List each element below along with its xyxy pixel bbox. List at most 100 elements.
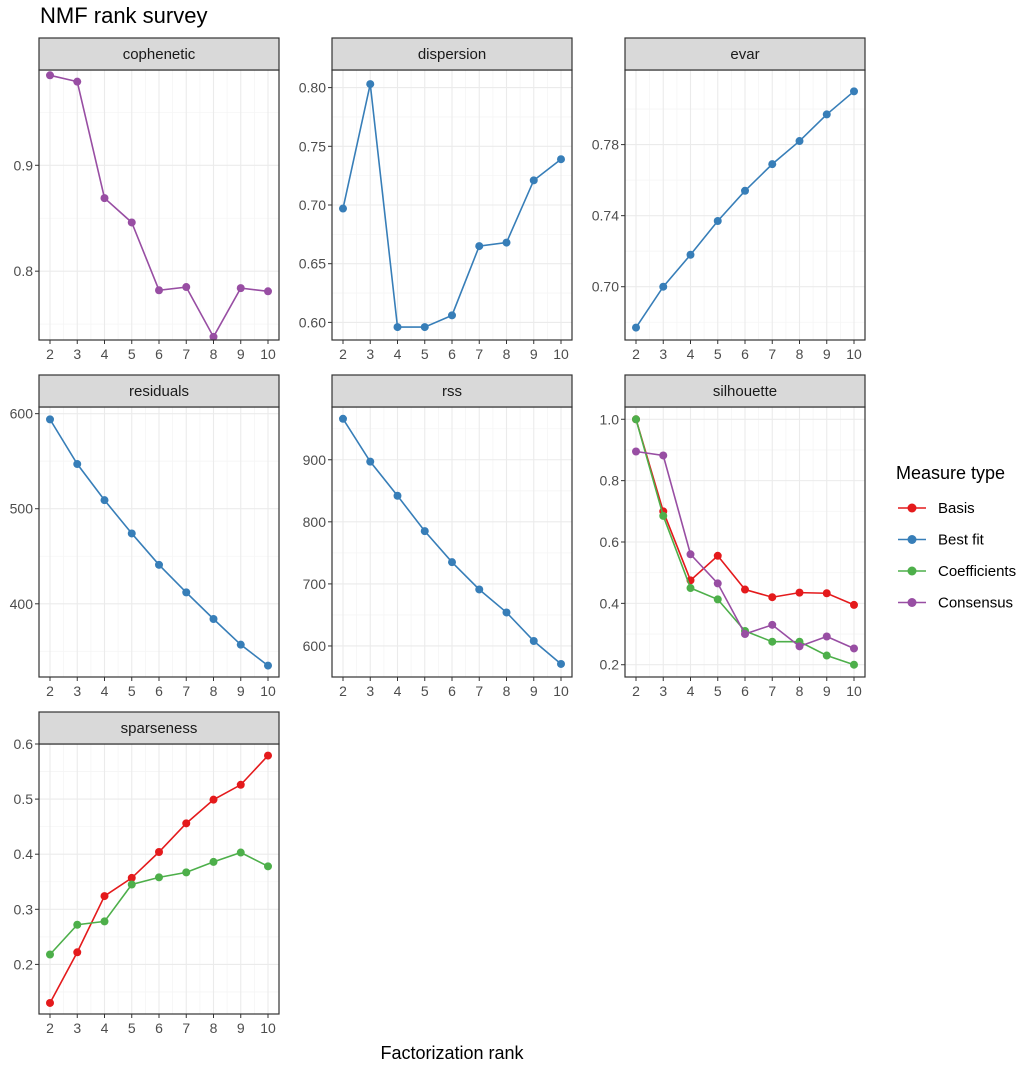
data-point-best-fit xyxy=(557,155,565,164)
y-tick-label: 0.2 xyxy=(600,657,620,673)
data-point-best-fit xyxy=(768,160,777,169)
facet-strip-label: evar xyxy=(730,46,759,63)
x-tick-label: 8 xyxy=(210,346,218,362)
data-point-best-fit xyxy=(366,457,375,466)
x-tick-label: 7 xyxy=(475,683,483,699)
data-point-best-fit xyxy=(475,585,484,594)
y-tick-label: 800 xyxy=(303,514,327,530)
x-tick-label: 8 xyxy=(210,1020,218,1036)
data-point-coefficients xyxy=(850,660,858,669)
facet-evar: evar 2 3 4 5 6 7 8 9 10 0.70 0.74 0.78 xyxy=(592,37,866,362)
data-point-best-fit xyxy=(795,137,804,146)
data-point-consensus xyxy=(264,287,272,296)
x-tick-label: 3 xyxy=(73,1020,81,1036)
x-tick-label: 7 xyxy=(182,346,190,362)
data-point-best-fit xyxy=(475,242,484,251)
data-point-best-fit xyxy=(155,560,163,569)
x-tick-label: 5 xyxy=(714,346,722,362)
x-tick-label: 2 xyxy=(632,346,640,362)
legend-key-point xyxy=(907,598,917,607)
data-point-best-fit xyxy=(632,323,640,332)
x-tick-label: 4 xyxy=(101,683,109,699)
x-tick-label: 3 xyxy=(73,683,81,699)
data-point-basis xyxy=(100,892,109,901)
x-tick-label: 4 xyxy=(687,683,695,699)
x-tick-label: 8 xyxy=(796,346,804,362)
x-tick-label: 10 xyxy=(846,346,862,362)
data-point-coefficients xyxy=(686,584,695,593)
data-point-consensus xyxy=(795,642,804,651)
data-point-best-fit xyxy=(182,588,191,597)
x-tick-label: 10 xyxy=(553,683,569,699)
x-tick-label: 7 xyxy=(768,683,776,699)
legend-item-label: Coefficients xyxy=(938,563,1016,580)
x-tick-label: 8 xyxy=(503,683,511,699)
y-tick-label: 0.8 xyxy=(14,263,34,279)
facet-strip xyxy=(624,37,866,71)
data-point-basis xyxy=(741,585,749,594)
x-tick-label: 7 xyxy=(182,1020,190,1036)
y-tick-label: 0.3 xyxy=(14,901,34,917)
legend-item: Consensus xyxy=(898,595,1013,612)
y-tick-label: 0.78 xyxy=(592,137,619,153)
facet-strip-label: cophenetic xyxy=(123,46,196,63)
data-point-best-fit xyxy=(448,558,456,567)
data-point-coefficients xyxy=(127,880,136,889)
x-tick-label: 7 xyxy=(768,346,776,362)
y-tick-label: 0.4 xyxy=(600,595,620,611)
data-point-consensus xyxy=(46,71,54,80)
data-point-best-fit xyxy=(741,186,749,195)
data-point-coefficients xyxy=(209,857,218,866)
y-tick-label: 0.6 xyxy=(14,736,34,752)
x-tick-label: 8 xyxy=(210,683,218,699)
x-axis-label: Factorization rank xyxy=(380,1043,524,1063)
legend-title: Measure type xyxy=(896,463,1005,483)
data-point-coefficients xyxy=(713,595,722,604)
y-tick-label: 600 xyxy=(10,406,34,422)
facet-sparseness: sparseness 2 3 4 5 6 7 8 9 10 0.2 0.3 0.4 0.5 0.6 xyxy=(14,711,280,1036)
data-point-best-fit xyxy=(850,87,858,96)
y-tick-label: 0.5 xyxy=(14,791,34,807)
x-tick-label: 10 xyxy=(846,683,862,699)
data-point-best-fit xyxy=(127,529,136,538)
x-tick-label: 5 xyxy=(714,683,722,699)
x-tick-label: 2 xyxy=(46,1020,54,1036)
data-point-best-fit xyxy=(100,496,109,505)
x-tick-label: 5 xyxy=(421,346,429,362)
y-tick-label: 0.2 xyxy=(14,956,34,972)
data-point-consensus xyxy=(73,77,82,86)
data-point-basis xyxy=(236,780,245,789)
data-point-best-fit xyxy=(502,608,511,617)
x-tick-label: 10 xyxy=(260,1020,276,1036)
data-point-consensus xyxy=(632,447,640,456)
data-point-best-fit xyxy=(686,250,695,259)
data-point-coefficients xyxy=(632,415,640,424)
x-tick-label: 4 xyxy=(101,1020,109,1036)
facet-strip xyxy=(331,374,573,408)
data-point-basis xyxy=(46,998,54,1007)
x-tick-label: 9 xyxy=(530,346,538,362)
data-point-best-fit xyxy=(448,311,456,320)
y-tick-label: 0.60 xyxy=(299,314,326,330)
legend-item-label: Basis xyxy=(938,500,975,517)
x-tick-label: 6 xyxy=(155,346,163,362)
data-point-consensus xyxy=(127,218,136,227)
x-tick-label: 9 xyxy=(237,683,245,699)
data-point-consensus xyxy=(850,644,858,653)
x-tick-label: 3 xyxy=(366,683,374,699)
x-tick-label: 7 xyxy=(475,346,483,362)
data-point-best-fit xyxy=(236,640,245,649)
legend-key-point xyxy=(907,503,917,513)
data-point-consensus xyxy=(741,630,749,639)
y-tick-label: 500 xyxy=(10,501,34,517)
facet-strip xyxy=(38,37,280,71)
x-tick-label: 10 xyxy=(260,683,276,699)
x-tick-label: 4 xyxy=(687,346,695,362)
x-tick-label: 4 xyxy=(394,346,402,362)
data-point-consensus xyxy=(713,579,722,588)
y-tick-label: 0.70 xyxy=(299,197,326,213)
y-tick-label: 0.80 xyxy=(299,80,326,96)
data-point-consensus xyxy=(768,620,777,629)
x-tick-label: 3 xyxy=(366,346,374,362)
